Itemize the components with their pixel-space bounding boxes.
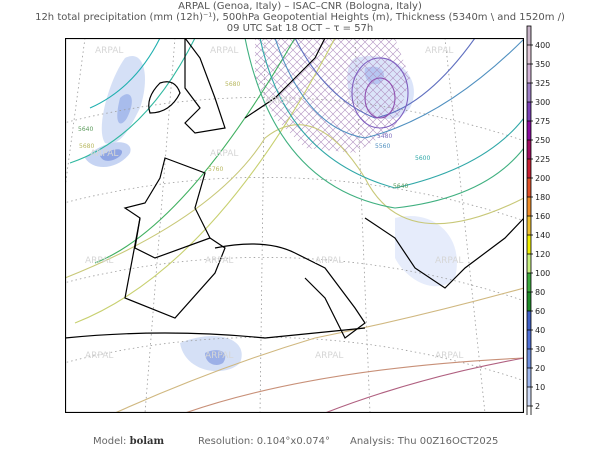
svg-text:ARPAL: ARPAL (205, 256, 233, 266)
colorbar-segment (527, 102, 531, 121)
colorbar-segment (527, 311, 531, 330)
colorbar-segment (527, 26, 531, 45)
colorbar-tick-label: 325 (535, 79, 550, 88)
colorbar-tick-label: 2 (535, 402, 540, 411)
colorbar-segment (527, 64, 531, 83)
coastlines (65, 38, 524, 339)
colorbar-outline (526, 25, 532, 415)
weather-map: ARPAL ARPAL ARPAL ARPAL ARPAL ARPAL ARPAL AR… (65, 38, 524, 413)
colorbar-segment (527, 330, 531, 349)
colorbar-segment (527, 368, 531, 387)
colorbar-tick-label: 40 (535, 326, 545, 335)
colorbar-tick-label: 225 (535, 155, 550, 164)
thickness-hatch (255, 38, 410, 153)
colorbar-segment (527, 254, 531, 273)
svg-text:ARPAL: ARPAL (85, 256, 113, 266)
colorbar-segment (527, 292, 531, 311)
svg-text:ARPAL: ARPAL (435, 351, 463, 361)
colorbar-segment (527, 140, 531, 159)
colorbar-segment (527, 197, 531, 216)
colorbar-segment (527, 159, 531, 178)
colorbar-tick-label: 350 (535, 60, 550, 69)
svg-text:5640: 5640 (78, 126, 93, 133)
graticule (65, 38, 524, 413)
title-line-1: ARPAL (Genoa, Italy) – ISAC–CNR (Bologna… (178, 1, 422, 12)
watermarks: ARPAL ARPAL ARPAL ARPAL ARPAL ARPAL ARPAL AR… (85, 46, 463, 361)
svg-text:ARPAL: ARPAL (205, 351, 233, 361)
svg-text:5760: 5760 (208, 166, 223, 173)
analysis-info: Analysis: Thu 00Z16OCT2025 (350, 436, 499, 447)
colorbar-tick-label: 200 (535, 174, 550, 183)
colorbar-tick-label: 100 (535, 269, 550, 278)
colorbar-segment (527, 83, 531, 102)
colorbar-segment (527, 178, 531, 197)
svg-text:5680: 5680 (79, 143, 94, 150)
colorbar-tick-label: 180 (535, 193, 550, 202)
colorbar-segment (527, 406, 531, 415)
svg-text:5600: 5600 (415, 155, 430, 162)
svg-text:ARPAL: ARPAL (210, 149, 238, 159)
svg-text:5680: 5680 (225, 81, 240, 88)
svg-text:ARPAL: ARPAL (85, 351, 113, 361)
colorbar-tick-label: 30 (535, 345, 545, 354)
colorbar-segment (527, 121, 531, 140)
svg-text:ARPAL: ARPAL (210, 46, 238, 56)
colorbar-tick-label: 20 (535, 364, 545, 373)
map-frame (65, 38, 524, 413)
colorbar-segment (527, 387, 531, 406)
svg-text:ARPAL: ARPAL (265, 96, 293, 106)
colorbar-tick-label: 160 (535, 212, 550, 221)
colorbar-tick-label: 400 (535, 41, 550, 50)
colorbar-tick-label: 120 (535, 250, 550, 259)
title-line-2: 12h total precipitation (mm (12h)⁻¹), 50… (35, 12, 565, 23)
svg-text:ARPAL: ARPAL (95, 46, 123, 56)
colorbar-segment (527, 235, 531, 254)
colorbar-tick-label: 60 (535, 307, 545, 316)
colorbar-tick-label: 300 (535, 98, 550, 107)
colorbar-segment (527, 216, 531, 235)
contour-labels: 5640 5680 5760 5680 5480 5560 5600 5640 … (78, 81, 430, 190)
svg-text:ARPAL: ARPAL (315, 351, 343, 361)
colorbar-tick-label: 140 (535, 231, 550, 240)
svg-text:ARPAL: ARPAL (90, 149, 118, 159)
svg-text:5560: 5560 (375, 143, 390, 150)
svg-text:ARPAL: ARPAL (425, 46, 453, 56)
svg-text:5480: 5480 (377, 133, 392, 140)
colorbar-segment (527, 349, 531, 368)
colorbar-tick-label: 275 (535, 117, 550, 126)
colorbar-segment (527, 273, 531, 292)
precipitation-colorbar: 400 350 325 300 275 250 225 200 180 160 140 120 100 8… (526, 25, 550, 415)
colorbar-tick-label: 250 (535, 136, 550, 145)
svg-text:ARPAL: ARPAL (315, 256, 343, 266)
resolution-info: Resolution: 0.104°x0.074° (198, 436, 330, 447)
svg-text:ARPAL: ARPAL (435, 256, 463, 266)
colorbar-segment (527, 45, 531, 64)
model-info: Model: bolam (93, 436, 165, 447)
colorbar-tick-label: 80 (535, 288, 545, 297)
title-line-3: 09 UTC Sat 18 OCT – τ = 57h (226, 23, 374, 34)
colorbar-tick-label: 10 (535, 383, 545, 392)
geopotential-contours (65, 38, 524, 413)
svg-text:5640: 5640 (393, 183, 408, 190)
